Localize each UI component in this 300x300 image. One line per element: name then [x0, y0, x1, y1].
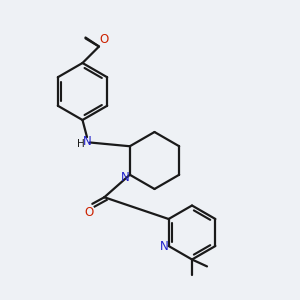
Text: O: O — [85, 206, 94, 219]
Text: methyl: methyl — [196, 276, 200, 278]
Text: O: O — [100, 33, 109, 46]
Text: methoxy: methoxy — [81, 34, 87, 35]
Text: H: H — [77, 139, 85, 149]
Text: N: N — [159, 239, 168, 253]
Text: N: N — [83, 135, 92, 148]
Text: N: N — [121, 171, 130, 184]
